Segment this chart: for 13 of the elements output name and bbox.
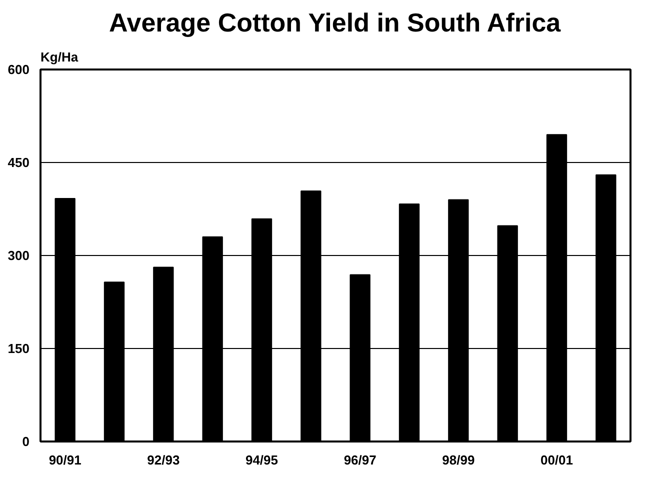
y-tick-label: 450 [8, 155, 30, 170]
x-tick-label: 96/97 [344, 452, 376, 468]
x-tick-label: 92/93 [147, 452, 180, 468]
y-tick-label: 600 [8, 62, 30, 77]
y-tick-label: 150 [8, 341, 30, 356]
y-tick-label: 0 [22, 434, 30, 449]
y-axis-title: Kg/Ha [40, 50, 79, 64]
x-tick-label: 98/99 [442, 452, 475, 468]
y-tick-label: 300 [8, 248, 30, 263]
x-tick-label: 90/91 [48, 452, 82, 468]
x-tick-label: 94/95 [245, 452, 278, 468]
x-tick-label: 00/01 [540, 452, 574, 468]
chart-title: Average Cotton Yield in South Africa [108, 8, 562, 38]
